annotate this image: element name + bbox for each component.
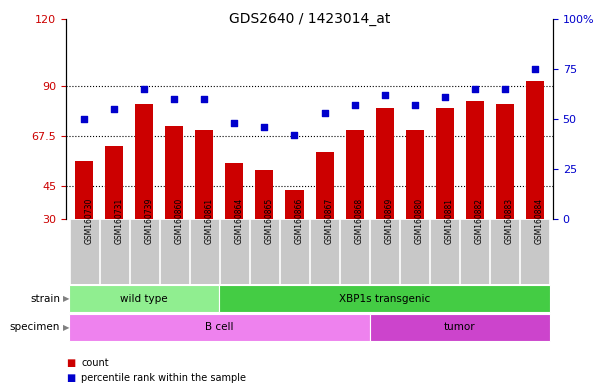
Bar — [195, 130, 213, 219]
Bar — [219, 285, 550, 313]
Bar — [460, 219, 489, 284]
Text: GSM160861: GSM160861 — [204, 198, 213, 244]
Point — [380, 92, 389, 98]
Bar — [105, 146, 123, 219]
Bar — [400, 219, 429, 284]
Bar — [190, 219, 219, 284]
Text: specimen: specimen — [10, 322, 60, 333]
Bar — [370, 219, 399, 284]
Bar — [370, 313, 550, 341]
Point — [530, 66, 540, 72]
Text: GDS2640 / 1423014_at: GDS2640 / 1423014_at — [229, 12, 390, 25]
Text: ▶: ▶ — [63, 323, 70, 332]
Point — [290, 132, 299, 138]
Text: B cell: B cell — [205, 322, 234, 333]
Text: count: count — [81, 358, 109, 368]
Text: GSM160868: GSM160868 — [355, 198, 364, 244]
Bar — [376, 108, 394, 219]
Bar — [135, 104, 153, 219]
Bar — [436, 108, 454, 219]
Text: percentile rank within the sample: percentile rank within the sample — [81, 373, 246, 383]
Text: GSM160866: GSM160866 — [294, 198, 304, 244]
Bar — [255, 170, 273, 219]
Bar — [310, 219, 339, 284]
Bar — [466, 101, 484, 219]
Bar — [406, 130, 424, 219]
Point — [410, 102, 419, 108]
Bar — [316, 152, 334, 219]
Bar — [165, 126, 183, 219]
Text: GSM160739: GSM160739 — [144, 198, 153, 244]
Text: GSM160883: GSM160883 — [505, 198, 514, 244]
Text: GSM160864: GSM160864 — [234, 198, 243, 244]
Bar — [340, 219, 369, 284]
Text: ▶: ▶ — [63, 294, 70, 303]
Point — [440, 94, 450, 100]
Text: GSM160869: GSM160869 — [385, 198, 394, 244]
Point — [350, 102, 359, 108]
Text: XBP1s transgenic: XBP1s transgenic — [339, 293, 430, 304]
Point — [320, 110, 329, 116]
Bar — [70, 219, 99, 284]
Point — [139, 86, 149, 92]
Point — [470, 86, 480, 92]
Bar — [490, 219, 519, 284]
Bar — [520, 219, 549, 284]
Point — [200, 96, 209, 102]
Bar — [526, 81, 544, 219]
Text: ■: ■ — [66, 373, 75, 383]
Bar — [69, 285, 219, 313]
Text: GSM160881: GSM160881 — [445, 198, 454, 244]
Text: ■: ■ — [66, 358, 75, 368]
Bar — [225, 164, 243, 219]
Bar — [496, 104, 514, 219]
Bar — [346, 130, 364, 219]
Bar — [100, 219, 129, 284]
Text: GSM160730: GSM160730 — [84, 198, 93, 244]
Bar — [69, 313, 370, 341]
Bar — [430, 219, 459, 284]
Text: GSM160867: GSM160867 — [325, 198, 334, 244]
Text: strain: strain — [30, 293, 60, 304]
Point — [500, 86, 510, 92]
Bar — [160, 219, 189, 284]
Text: GSM160884: GSM160884 — [535, 198, 544, 244]
Bar — [220, 219, 249, 284]
Bar — [250, 219, 279, 284]
Text: tumor: tumor — [444, 322, 475, 333]
Point — [109, 106, 119, 112]
Text: GSM160865: GSM160865 — [264, 198, 273, 244]
Point — [79, 116, 89, 122]
Text: GSM160860: GSM160860 — [174, 198, 183, 244]
Text: GSM160882: GSM160882 — [475, 198, 484, 244]
Point — [260, 124, 269, 130]
Point — [169, 96, 179, 102]
Bar — [285, 190, 304, 219]
Bar — [280, 219, 309, 284]
Text: wild type: wild type — [120, 293, 168, 304]
Bar — [75, 161, 93, 219]
Bar — [130, 219, 159, 284]
Text: GSM160731: GSM160731 — [114, 198, 123, 244]
Point — [230, 120, 239, 126]
Text: GSM160880: GSM160880 — [415, 198, 424, 244]
